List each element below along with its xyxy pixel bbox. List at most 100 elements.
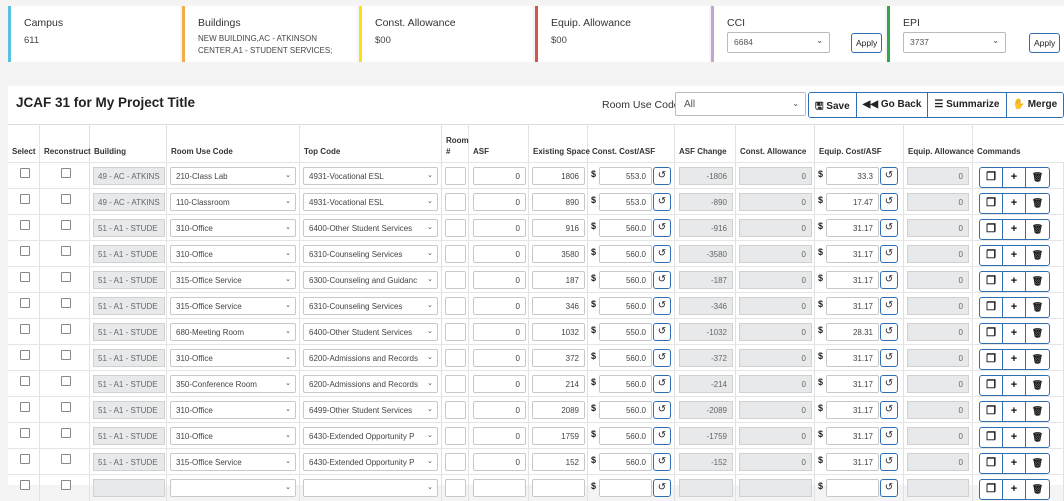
- cci-apply-button[interactable]: Apply: [851, 33, 883, 53]
- const-cost-input[interactable]: 553.0: [599, 193, 652, 211]
- epi-apply-button[interactable]: Apply: [1029, 33, 1061, 53]
- equip-cost-input[interactable]: 31.17: [826, 245, 879, 263]
- select-checkbox[interactable]: [20, 402, 30, 412]
- top-code-select[interactable]: ⌄: [303, 479, 438, 497]
- copy-row-button[interactable]: ❐: [980, 480, 1003, 499]
- equip-cost-input[interactable]: [826, 479, 879, 497]
- room-number-input[interactable]: [445, 427, 466, 445]
- reconstruct-checkbox[interactable]: [61, 428, 71, 438]
- room-number-input[interactable]: [445, 401, 466, 419]
- existing-space-input[interactable]: 1759: [532, 427, 585, 445]
- asf-input[interactable]: 0: [473, 167, 526, 185]
- delete-row-button[interactable]: 🗑: [1026, 220, 1049, 239]
- add-row-button[interactable]: +: [1003, 376, 1026, 395]
- room-use-code-select[interactable]: 310-Office ⌄: [170, 401, 296, 419]
- select-checkbox[interactable]: [20, 168, 30, 178]
- existing-space-input[interactable]: 2089: [532, 401, 585, 419]
- equip-cost-input[interactable]: 31.17: [826, 375, 879, 393]
- existing-space-input[interactable]: 187: [532, 271, 585, 289]
- const-cost-input[interactable]: 560.0: [599, 297, 652, 315]
- copy-row-button[interactable]: ❐: [980, 246, 1003, 265]
- reconstruct-checkbox[interactable]: [61, 324, 71, 334]
- summarize-button[interactable]: ☰ Summarize: [928, 93, 1007, 117]
- equip-cost-input[interactable]: 31.17: [826, 297, 879, 315]
- asf-input[interactable]: 0: [473, 401, 526, 419]
- const-cost-input[interactable]: 550.0: [599, 323, 652, 341]
- asf-input[interactable]: 0: [473, 271, 526, 289]
- room-use-code-select[interactable]: 315-Office Service ⌄: [170, 297, 296, 315]
- const-cost-input[interactable]: [599, 479, 652, 497]
- room-number-input[interactable]: [445, 453, 466, 471]
- select-checkbox[interactable]: [20, 376, 30, 386]
- existing-space-input[interactable]: [532, 479, 585, 497]
- top-code-select[interactable]: 6300-Counseling and Guidanc ⌄: [303, 271, 438, 289]
- reconstruct-checkbox[interactable]: [61, 376, 71, 386]
- room-use-code-select[interactable]: ⌄: [170, 479, 296, 497]
- reset-equip-cost-button[interactable]: ↺: [880, 245, 898, 263]
- top-code-select[interactable]: 4931-Vocational ESL ⌄: [303, 167, 438, 185]
- reset-const-cost-button[interactable]: ↺: [653, 219, 671, 237]
- room-number-input[interactable]: [445, 167, 466, 185]
- equip-cost-input[interactable]: 31.17: [826, 349, 879, 367]
- reconstruct-checkbox[interactable]: [61, 480, 71, 490]
- asf-input[interactable]: 0: [473, 323, 526, 341]
- delete-row-button[interactable]: 🗑: [1026, 168, 1049, 187]
- top-code-select[interactable]: 6310-Counseling Services ⌄: [303, 245, 438, 263]
- copy-row-button[interactable]: ❐: [980, 272, 1003, 291]
- room-number-input[interactable]: [445, 349, 466, 367]
- delete-row-button[interactable]: 🗑: [1026, 480, 1049, 499]
- reset-const-cost-button[interactable]: ↺: [653, 167, 671, 185]
- select-checkbox[interactable]: [20, 350, 30, 360]
- room-number-input[interactable]: [445, 271, 466, 289]
- copy-row-button[interactable]: ❐: [980, 376, 1003, 395]
- add-row-button[interactable]: +: [1003, 402, 1026, 421]
- const-cost-input[interactable]: 560.0: [599, 453, 652, 471]
- reset-equip-cost-button[interactable]: ↺: [880, 323, 898, 341]
- existing-space-input[interactable]: 1806: [532, 167, 585, 185]
- cci-select[interactable]: 6684 ⌄: [727, 32, 830, 53]
- equip-cost-input[interactable]: 28.31: [826, 323, 879, 341]
- reset-equip-cost-button[interactable]: ↺: [880, 349, 898, 367]
- reset-equip-cost-button[interactable]: ↺: [880, 219, 898, 237]
- asf-input[interactable]: 0: [473, 349, 526, 367]
- equip-cost-input[interactable]: 31.17: [826, 219, 879, 237]
- const-cost-input[interactable]: 560.0: [599, 271, 652, 289]
- reset-const-cost-button[interactable]: ↺: [653, 297, 671, 315]
- go-back-button[interactable]: ◀◀ Go Back: [856, 93, 929, 117]
- top-code-select[interactable]: 6499-Other Student Services ⌄: [303, 401, 438, 419]
- existing-space-input[interactable]: 3580: [532, 245, 585, 263]
- reset-equip-cost-button[interactable]: ↺: [880, 453, 898, 471]
- select-checkbox[interactable]: [20, 428, 30, 438]
- add-row-button[interactable]: +: [1003, 350, 1026, 369]
- copy-row-button[interactable]: ❐: [980, 454, 1003, 473]
- asf-input[interactable]: 0: [473, 375, 526, 393]
- save-button[interactable]: 🖫 Save: [809, 93, 857, 117]
- existing-space-input[interactable]: 346: [532, 297, 585, 315]
- reset-equip-cost-button[interactable]: ↺: [880, 271, 898, 289]
- select-checkbox[interactable]: [20, 220, 30, 230]
- room-use-code-select[interactable]: 680-Meeting Room ⌄: [170, 323, 296, 341]
- reset-const-cost-button[interactable]: ↺: [653, 323, 671, 341]
- reconstruct-checkbox[interactable]: [61, 454, 71, 464]
- existing-space-input[interactable]: 214: [532, 375, 585, 393]
- reconstruct-checkbox[interactable]: [61, 298, 71, 308]
- copy-row-button[interactable]: ❐: [980, 298, 1003, 317]
- copy-row-button[interactable]: ❐: [980, 220, 1003, 239]
- copy-row-button[interactable]: ❐: [980, 428, 1003, 447]
- copy-row-button[interactable]: ❐: [980, 194, 1003, 213]
- reset-const-cost-button[interactable]: ↺: [653, 245, 671, 263]
- select-checkbox[interactable]: [20, 324, 30, 334]
- room-use-code-select[interactable]: All ⌄: [675, 92, 806, 116]
- reconstruct-checkbox[interactable]: [61, 272, 71, 282]
- room-number-input[interactable]: [445, 219, 466, 237]
- equip-cost-input[interactable]: 31.17: [826, 427, 879, 445]
- reset-equip-cost-button[interactable]: ↺: [880, 401, 898, 419]
- reset-const-cost-button[interactable]: ↺: [653, 349, 671, 367]
- delete-row-button[interactable]: 🗑: [1026, 194, 1049, 213]
- asf-input[interactable]: 0: [473, 297, 526, 315]
- reset-const-cost-button[interactable]: ↺: [653, 479, 671, 497]
- existing-space-input[interactable]: 890: [532, 193, 585, 211]
- room-number-input[interactable]: [445, 245, 466, 263]
- room-use-code-select[interactable]: 310-Office ⌄: [170, 245, 296, 263]
- room-use-code-select[interactable]: 110-Classroom ⌄: [170, 193, 296, 211]
